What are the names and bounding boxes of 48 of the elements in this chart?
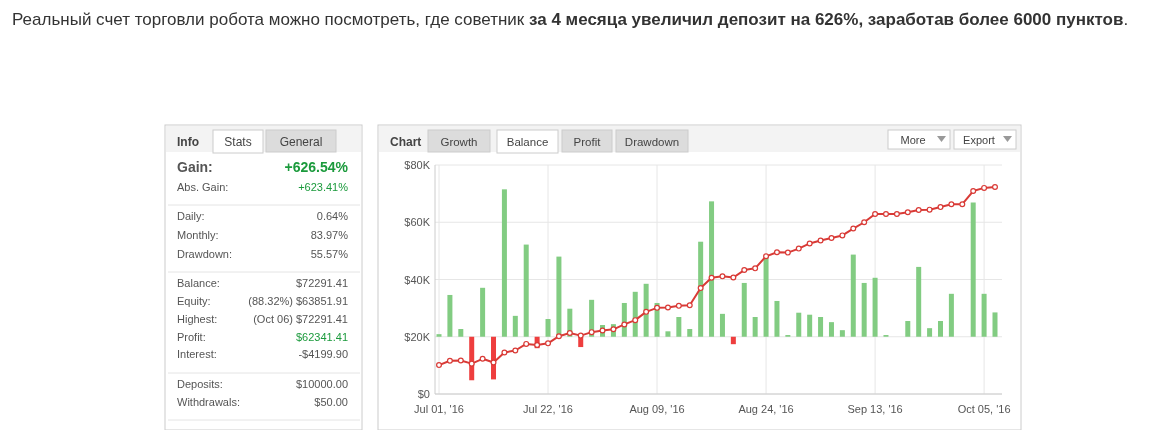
text: Export: [963, 134, 995, 146]
text: Drawdown:: [177, 248, 233, 260]
text: за 4 месяца увеличил депозит на 626%, заработав более 6000 пунктов: [529, 10, 1124, 29]
y-tick-label: $80K: [404, 159, 431, 171]
text: Abs. Gain:: [177, 181, 229, 193]
text: (88.32%) $63851.91: [248, 295, 348, 307]
x-tick-label: Aug 09, '16: [629, 403, 685, 415]
text: Реальный счет торговли робота можно посмотреть, где советник: [12, 10, 526, 29]
text: Info: [177, 135, 199, 149]
text: Deposits:: [177, 378, 223, 390]
text: Withdrawals:: [177, 396, 240, 408]
text: .: [1123, 10, 1129, 29]
text: $72291.41: [296, 277, 348, 289]
y-tick-label: $60K: [404, 216, 431, 229]
text: 55.57%: [310, 248, 349, 260]
text: General: [279, 135, 323, 149]
text: Profit:: [177, 331, 206, 343]
text: (Oct 06) $72291.41: [253, 313, 348, 325]
text: 83.97%: [310, 229, 349, 241]
x-tick-label: Sep 13, '16: [847, 403, 903, 415]
text: $10000.00: [296, 378, 348, 390]
text: $50.00: [314, 396, 348, 408]
x-tick-label: Oct 05, '16: [957, 403, 1011, 415]
text: Balance:: [177, 277, 220, 289]
text: 0.64%: [316, 210, 349, 222]
text: -$4199.90: [298, 348, 348, 360]
x-tick-label: Aug 24, '16: [738, 403, 794, 415]
text: $62341.41: [296, 331, 348, 343]
text: Stats: [224, 135, 252, 149]
y-tick-label: $20K: [404, 330, 431, 343]
y-tick-label: $0: [417, 388, 430, 400]
text: Gain:: [177, 159, 213, 175]
text: More: [900, 134, 926, 146]
text: Drawdown: [624, 136, 680, 148]
text: Interest:: [177, 348, 217, 360]
y-tick-label: $40K: [404, 273, 431, 286]
text: Growth: [440, 136, 478, 148]
x-tick-label: Jul 22, '16: [523, 403, 573, 415]
text: Equity:: [177, 295, 211, 307]
text: Daily:: [177, 210, 205, 222]
text: Highest:: [177, 313, 218, 325]
chart-title: Chart: [390, 135, 422, 149]
text: Monthly:: [177, 229, 219, 241]
text: Balance: [506, 136, 549, 148]
text: +626.54%: [284, 159, 349, 175]
text: Profit: [573, 136, 602, 148]
text: +623.41%: [298, 181, 349, 193]
x-tick-label: Jul 01, '16: [414, 403, 464, 415]
